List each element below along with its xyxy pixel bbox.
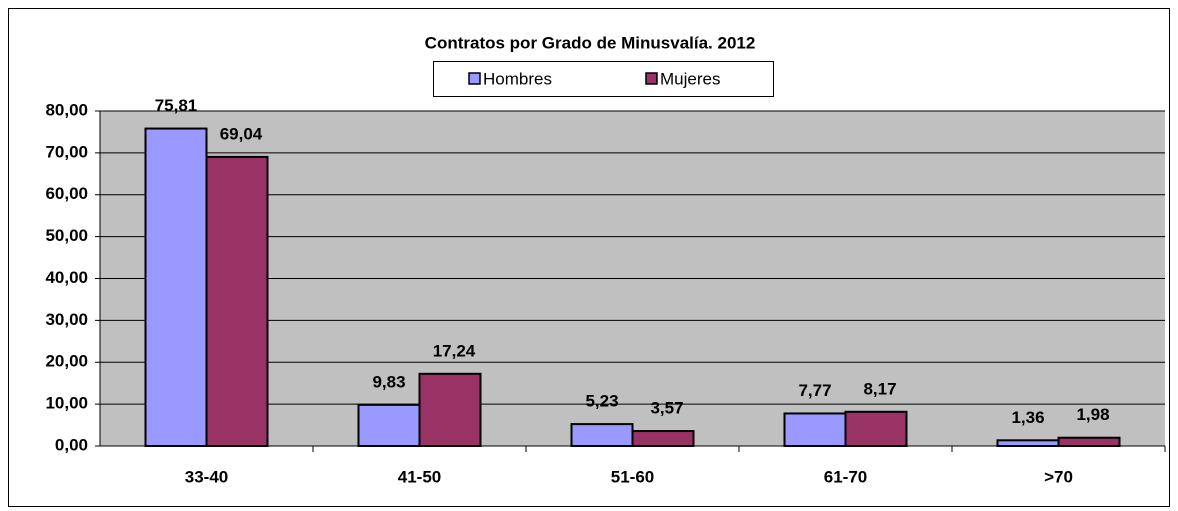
data-label: 69,04	[220, 124, 263, 143]
bar	[570, 423, 634, 447]
y-tick-label: 10,00	[45, 394, 88, 413]
data-label: 1,36	[1011, 408, 1044, 427]
bar	[631, 430, 695, 448]
y-tick-label: 40,00	[45, 268, 88, 287]
y-tick-label: 80,00	[45, 100, 88, 119]
y-tick-label: 50,00	[45, 226, 88, 245]
bar	[783, 412, 847, 448]
x-tick-label: 61-70	[824, 467, 867, 486]
data-label: 7,77	[798, 381, 831, 400]
x-tick-label: 41-50	[398, 467, 441, 486]
data-label: 3,57	[650, 399, 683, 418]
chart-title: Contratos por Grado de Minusvalía. 2012	[425, 33, 756, 52]
bar	[1057, 436, 1121, 447]
y-tick-label: 30,00	[45, 310, 88, 329]
legend	[433, 61, 774, 97]
x-tick-label: 51-60	[611, 467, 654, 486]
legend-label: Hombres	[483, 69, 552, 88]
data-label: 5,23	[585, 392, 618, 411]
bar	[844, 410, 908, 447]
bar	[144, 127, 208, 447]
legend-label: Mujeres	[660, 69, 720, 88]
x-tick-label: 33-40	[185, 467, 228, 486]
data-label: 1,98	[1076, 405, 1109, 424]
data-label: 8,17	[863, 379, 896, 398]
bar	[418, 372, 482, 447]
legend-swatch	[468, 72, 481, 85]
y-tick-label: 70,00	[45, 142, 88, 161]
y-tick-label: 0,00	[55, 435, 88, 454]
bar	[996, 439, 1060, 447]
bar	[357, 403, 421, 448]
bar	[205, 155, 269, 448]
data-label: 9,83	[372, 372, 405, 391]
y-tick-label: 20,00	[45, 352, 88, 371]
data-label: 17,24	[433, 341, 476, 360]
data-label: 75,81	[155, 96, 198, 115]
y-tick-label: 60,00	[45, 184, 88, 203]
legend-swatch	[645, 72, 658, 85]
legend-box	[433, 61, 774, 97]
x-tick-label: >70	[1044, 467, 1073, 486]
